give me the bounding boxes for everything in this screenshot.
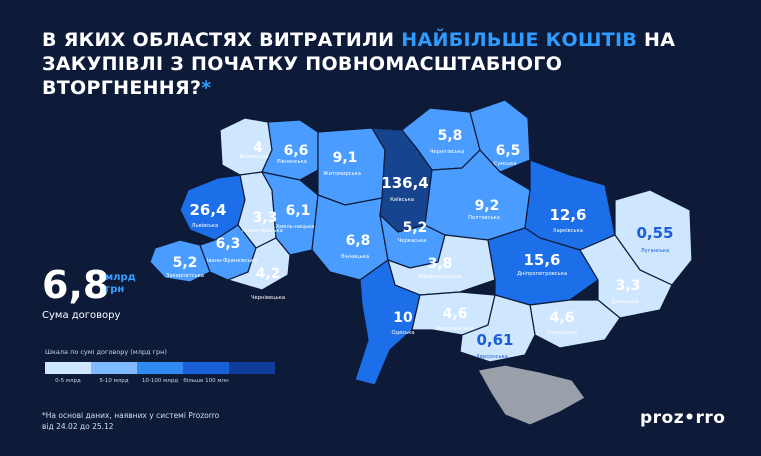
region-zaporizhzhia <box>529 299 621 349</box>
region-dnipro <box>487 227 599 306</box>
region-value-donetsk: 3,3 <box>616 278 641 294</box>
footnote-line2: від 24.02 до 25.12 <box>42 422 114 431</box>
logo-text-right: rro <box>695 408 726 428</box>
region-value-rivne: 6,6 <box>284 143 309 159</box>
scale-label-1: 5-10 млрд <box>99 378 129 384</box>
scale-swatch-4 <box>229 362 275 374</box>
region-value-cherkasy: 5,2 <box>403 220 428 236</box>
region-name-volyn: Волинська <box>239 154 268 160</box>
region-value-odesa: 10 <box>393 310 413 326</box>
legend-unit-uah: грн <box>105 284 125 295</box>
title-highlight: НАЙБІЛЬШЕ КОШТІВ <box>401 29 638 51</box>
scale-swatch-2 <box>137 362 183 374</box>
region-rivne <box>261 119 319 181</box>
scale-swatch-1 <box>91 362 137 374</box>
region-value-vinnytsia: 6,8 <box>346 233 371 249</box>
legend-sample-caption: Сума договору <box>42 310 121 321</box>
region-name-kherson: Херсонська <box>476 354 508 360</box>
region-name-donetsk: Донецька <box>612 299 639 305</box>
title-line1-end: НА <box>637 29 676 51</box>
region-value-zhytomyr: 9,1 <box>333 150 358 166</box>
region-zhytomyr <box>317 127 386 206</box>
region-value-kharkiv: 12,6 <box>549 206 586 224</box>
legend-sample-unit: млрд грн <box>105 272 136 296</box>
region-chernivtsi <box>226 237 291 291</box>
region-value-zaporizhzhia: 4,6 <box>550 310 575 326</box>
region-name-zaporizhzhia: Запорізька <box>547 330 577 336</box>
scale-title: Шкала по сумі договору (млрд грн) <box>45 348 167 356</box>
logo-dot-icon: • <box>684 408 696 428</box>
region-name-rivne: Рівненська <box>277 159 307 165</box>
legend-sample-value: 6,8 <box>42 263 110 307</box>
region-value-kherson: 0,61 <box>476 331 513 349</box>
region-value-sumy: 6,5 <box>496 143 521 159</box>
region-kherson <box>459 294 536 363</box>
region-value-ternopil: 3,3 <box>253 210 278 226</box>
region-value-chernihiv: 5,8 <box>438 128 463 144</box>
region-name-khmelnytskyi: Хмель-ницька <box>276 224 315 230</box>
region-name-mykolaiv: Миколаївська <box>436 326 473 332</box>
region-name-kirovohrad: Кіровоградська <box>419 274 462 280</box>
region-zakarpattia <box>149 239 211 283</box>
region-value-chernivtsi: 4,2 <box>256 266 281 282</box>
logo-text-left: proz <box>640 408 685 428</box>
scale-swatch-3 <box>183 362 229 374</box>
region-name-chernihiv: Чернігівська <box>430 149 464 155</box>
region-value-khmelnytskyi: 6,1 <box>286 203 311 219</box>
scale-label-3: більше 100 млн <box>183 378 229 384</box>
region-name-vinnytsia: Вінницька <box>341 254 369 260</box>
region-value-zakarpattia: 5,2 <box>173 255 198 271</box>
region-value-kyiv: 136,4 <box>381 174 428 192</box>
region-value-luhansk: 0,55 <box>636 224 673 242</box>
region-value-ivano: 6,3 <box>216 236 241 252</box>
title-line2: ЗАКУПІВЛІ З ПОЧАТКУ ПОВНОМАСШТАБНОГО ВТО… <box>42 53 563 99</box>
region-name-zakarpattia: Закарпатська <box>166 273 204 279</box>
region-name-kyiv: Київська <box>390 197 414 203</box>
region-name-sumy: Сумська <box>494 161 517 167</box>
region-name-odesa: Одеська <box>391 330 414 336</box>
region-value-kirovohrad: 3,8 <box>428 256 453 272</box>
region-name-poltava: Полтавська <box>468 215 500 221</box>
region-name-luhansk: Луганська <box>641 248 670 254</box>
color-scale-labels: 0-5 млрд 5-10 млрд 10-100 млрд більше 100 м… <box>45 378 229 384</box>
region-name-ivano: Івано-Франківська <box>207 258 257 264</box>
region-khmelnytskyi <box>260 171 319 256</box>
region-value-mykolaiv: 4,6 <box>443 306 468 322</box>
region-name-dnipro: Дніпропетровська <box>517 271 567 277</box>
footnote: *На основі даних, наявних у системі Proz… <box>42 410 242 432</box>
region-name-cherkasy: Черкаська <box>398 238 427 244</box>
footnote-line1: *На основі даних, наявних у системі Proz… <box>42 411 220 420</box>
prozorro-logo: proz•rro <box>640 408 725 428</box>
region-crimea <box>477 364 586 426</box>
region-value-lviv: 26,4 <box>189 201 226 219</box>
color-scale-bar <box>45 362 275 374</box>
legend-unit-billion: млрд <box>105 272 136 283</box>
scale-label-2: 10-100 млрд <box>141 378 179 384</box>
title-line1-start: В ЯКИХ ОБЛАСТЯХ ВИТРАТИЛИ <box>42 29 402 51</box>
region-name-ternopil: Терно-пільська <box>240 228 283 234</box>
scale-label-0: 0-5 млрд <box>55 378 81 384</box>
region-donetsk <box>579 234 673 319</box>
region-name-chernivtsi: Чернівецька <box>251 295 285 301</box>
region-value-volyn: 4 <box>253 140 263 156</box>
page-title: В ЯКИХ ОБЛАСТЯХ ВИТРАТИЛИ НАЙБІЛЬШЕ КОШТ… <box>42 28 682 100</box>
region-name-lviv: Львівська <box>192 223 219 229</box>
region-odesa <box>354 259 421 386</box>
region-name-kharkiv: Харківська <box>553 228 583 234</box>
title-footnote-mark: * <box>201 77 212 99</box>
region-name-zhytomyr: Житомирська <box>323 171 361 177</box>
region-value-poltava: 9,2 <box>475 198 500 214</box>
region-value-dnipro: 15,6 <box>523 251 560 269</box>
scale-swatch-0 <box>45 362 91 374</box>
